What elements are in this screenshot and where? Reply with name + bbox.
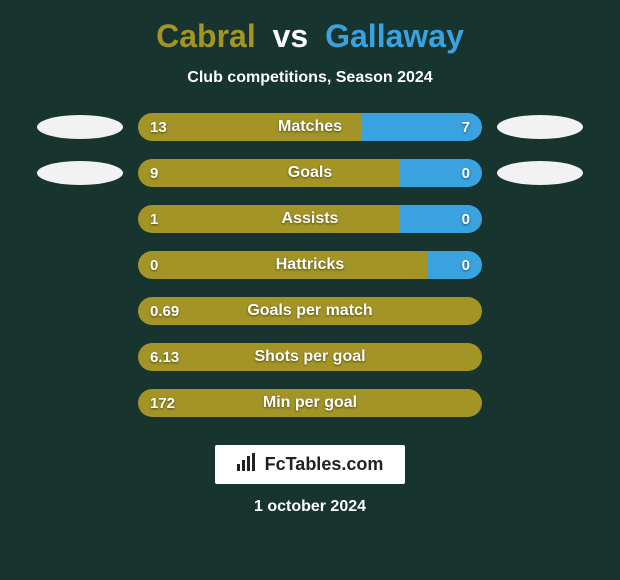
- stat-bar: 90Goals: [138, 159, 482, 187]
- stat-row: 6.13Shots per goal: [0, 343, 620, 371]
- vs-text: vs: [273, 18, 309, 54]
- team-badge-right: [490, 115, 590, 139]
- stat-bar: 172Min per goal: [138, 389, 482, 417]
- player-left-name: Cabral: [156, 18, 256, 54]
- team-badge-left: [30, 161, 130, 185]
- badge-placeholder-icon: [497, 115, 583, 139]
- stat-label: Goals: [138, 159, 482, 187]
- stat-label: Goals per match: [138, 297, 482, 325]
- stat-label: Matches: [138, 113, 482, 141]
- team-badge-right: [490, 161, 590, 185]
- comparison-infographic: Cabral vs Gallaway Club competitions, Se…: [0, 0, 620, 580]
- branding-text: FcTables.com: [265, 454, 384, 475]
- branding-badge: FcTables.com: [215, 445, 406, 484]
- stat-label: Shots per goal: [138, 343, 482, 371]
- page-title: Cabral vs Gallaway: [0, 18, 620, 55]
- badge-placeholder-icon: [37, 161, 123, 185]
- stat-rows: 137Matches 90Goals 10Assists 00Hattricks 0.6…: [0, 113, 620, 417]
- stat-label: Min per goal: [138, 389, 482, 417]
- badge-placeholder-icon: [37, 115, 123, 139]
- date-text: 1 october 2024: [0, 498, 620, 516]
- stat-row: 0.69Goals per match: [0, 297, 620, 325]
- team-badge-left: [30, 115, 130, 139]
- stat-bar: 0.69Goals per match: [138, 297, 482, 325]
- player-right-name: Gallaway: [325, 18, 464, 54]
- stat-label: Hattricks: [138, 251, 482, 279]
- stat-row: 00Hattricks: [0, 251, 620, 279]
- stat-label: Assists: [138, 205, 482, 233]
- stat-row: 172Min per goal: [0, 389, 620, 417]
- stat-bar: 00Hattricks: [138, 251, 482, 279]
- stat-row: 10Assists: [0, 205, 620, 233]
- stat-row: 90Goals: [0, 159, 620, 187]
- stat-bar: 137Matches: [138, 113, 482, 141]
- stat-row: 137Matches: [0, 113, 620, 141]
- chart-bars-icon: [237, 453, 259, 476]
- stat-bar: 10Assists: [138, 205, 482, 233]
- badge-placeholder-icon: [497, 161, 583, 185]
- stat-bar: 6.13Shots per goal: [138, 343, 482, 371]
- subtitle: Club competitions, Season 2024: [0, 69, 620, 87]
